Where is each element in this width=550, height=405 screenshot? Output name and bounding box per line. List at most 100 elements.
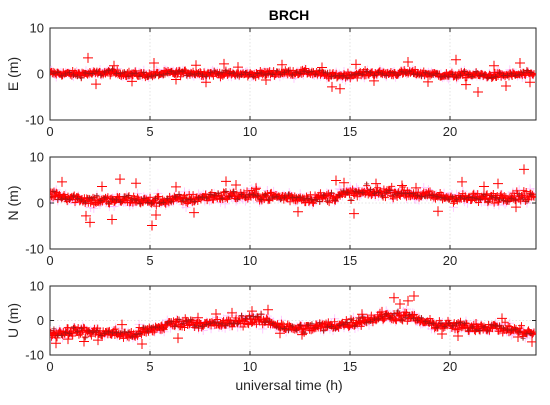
- dense-data-point: [50, 69, 53, 75]
- data-point: [482, 326, 490, 334]
- dense-data-point: [235, 73, 241, 79]
- data-point: [517, 322, 525, 330]
- dense-data-point: [180, 68, 186, 74]
- dense-data-point: [497, 323, 503, 329]
- dense-data-point: [493, 195, 499, 201]
- dense-data-point: [508, 327, 514, 333]
- dense-data-point: [481, 72, 487, 78]
- dense-data-point: [383, 189, 389, 195]
- x-tick-label: 0: [46, 124, 53, 139]
- chart-title: BRCH: [269, 7, 309, 23]
- data-point: [245, 321, 253, 329]
- dense-data-point: [207, 191, 213, 197]
- x-tick-label: 10: [243, 124, 257, 139]
- outlier-point: [231, 180, 241, 191]
- dense-data-point: [231, 320, 237, 326]
- dense-data-point: [485, 199, 491, 205]
- outlier-point: [131, 178, 141, 189]
- dense-data-point: [458, 194, 464, 200]
- dense-data-point: [430, 72, 436, 78]
- dense-data-point: [328, 324, 334, 330]
- dense-data-point: [328, 74, 334, 80]
- dense-data-point: [90, 70, 96, 76]
- outlier-point: [109, 60, 119, 71]
- data-point: [504, 322, 512, 330]
- dense-data-point: [74, 74, 80, 80]
- dense-data-point: [375, 316, 381, 322]
- dense-data-point: [242, 69, 248, 75]
- dense-data-point: [461, 68, 467, 74]
- dense-data-point: [442, 195, 448, 201]
- dense-data-point: [512, 73, 518, 79]
- dense-data-point: [270, 321, 276, 327]
- data-point: [350, 191, 358, 199]
- dense-data-point: [418, 315, 424, 321]
- dense-data-point: [368, 70, 374, 76]
- dense-data-point: [352, 188, 358, 194]
- dense-data-point: [250, 74, 256, 80]
- dense-data-point: [239, 71, 245, 77]
- outlier-point: [171, 74, 181, 85]
- dense-data-point: [51, 326, 57, 332]
- dense-data-point: [285, 328, 291, 334]
- dense-data-point: [360, 190, 366, 196]
- dense-data-point: [493, 73, 499, 79]
- outlier-point: [127, 76, 137, 87]
- dense-data-point: [407, 311, 413, 317]
- dense-data-point: [50, 194, 53, 200]
- dense-data-point: [74, 196, 80, 202]
- dense-data-point: [149, 200, 155, 206]
- outlier-point: [57, 176, 67, 187]
- dense-data-point: [94, 68, 100, 74]
- dense-data-point: [321, 328, 327, 334]
- data-point: [379, 316, 387, 324]
- dense-data-point: [262, 192, 268, 198]
- data-point: [490, 199, 498, 207]
- dense-data-point: [512, 326, 518, 332]
- outlier-point: [493, 178, 503, 189]
- data-point: [71, 68, 79, 76]
- data-point: [155, 193, 163, 201]
- outlier-point: [85, 217, 95, 228]
- dense-data-point: [278, 197, 284, 203]
- outlier-point: [115, 174, 125, 185]
- outlier-point: [437, 328, 447, 339]
- dense-data-point: [520, 196, 526, 202]
- dense-data-point: [164, 71, 170, 77]
- dense-data-point: [145, 199, 151, 205]
- dense-data-point: [508, 196, 514, 202]
- outlier-point: [479, 181, 489, 192]
- data-point: [317, 189, 325, 197]
- dense-data-point: [98, 198, 104, 204]
- outlier-point: [451, 54, 461, 65]
- dense-data-point: [489, 194, 495, 200]
- dense-data-point: [78, 325, 84, 331]
- dense-data-point: [254, 313, 260, 319]
- dense-data-point: [153, 72, 159, 78]
- outlier-point: [107, 214, 117, 225]
- outlier-point: [433, 206, 443, 217]
- dense-data-point: [340, 73, 346, 79]
- outlier-point: [311, 320, 321, 331]
- dense-data-point: [258, 70, 264, 76]
- dense-data-point: [450, 194, 456, 200]
- data-point: [229, 189, 237, 197]
- outlier-point: [525, 77, 535, 88]
- data-point: [266, 189, 274, 197]
- dense-data-point: [227, 194, 233, 200]
- outlier-point: [389, 292, 399, 303]
- dense-data-point: [133, 70, 139, 76]
- dense-data-point: [98, 332, 104, 338]
- dense-data-point: [137, 73, 143, 79]
- dense-data-point: [274, 194, 280, 200]
- dense-data-point: [454, 74, 460, 80]
- outlier-point: [277, 59, 287, 70]
- dense-data-point: [461, 196, 467, 202]
- dense-data-point: [387, 315, 393, 321]
- x-tick-label: 20: [443, 359, 457, 374]
- data-point: [313, 322, 321, 330]
- outlier-point: [147, 220, 157, 231]
- dense-data-point: [422, 70, 428, 76]
- dense-data-point: [274, 324, 280, 330]
- x-tick-label: 5: [146, 124, 153, 139]
